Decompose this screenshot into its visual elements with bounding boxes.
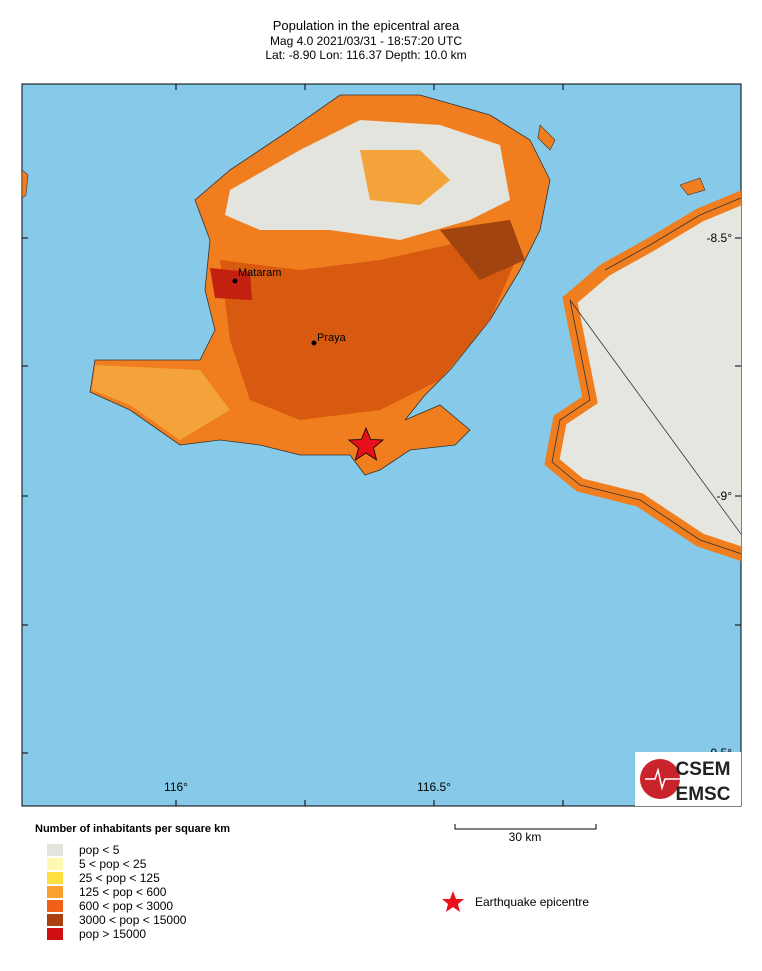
ticks xyxy=(22,84,741,806)
legend-entry: 3000 < pop < 15000 xyxy=(79,913,187,927)
legend-entry: 125 < pop < 600 xyxy=(79,885,167,899)
scale-bar: 30 km xyxy=(454,824,597,844)
legend-entry: 25 < pop < 125 xyxy=(79,871,160,885)
subtitle: Lat: -8.90 Lon: 116.37 Depth: 10.0 km xyxy=(265,48,466,62)
map: 116° 116.5° -8.5° -9° -9.5° Mataram Pray… xyxy=(21,83,742,807)
city-label: Mataram xyxy=(238,267,281,279)
legend-entry: 5 < pop < 25 xyxy=(79,857,147,871)
lon-label: 116° xyxy=(164,780,188,794)
legend: pop < 5 5 < pop < 25 25 < pop < 125 125 … xyxy=(47,843,589,941)
logo-text: EMSC xyxy=(676,784,731,805)
legend-entry: pop > 15000 xyxy=(79,927,146,941)
legend-title: Number of inhabitants per square km xyxy=(35,823,230,835)
lat-label: -9° xyxy=(717,489,733,503)
logo-text: CSEM xyxy=(676,759,731,780)
legend-entry: 600 < pop < 3000 xyxy=(79,899,173,913)
legend-entry: Earthquake epicentre xyxy=(475,895,589,909)
legend-entry: pop < 5 xyxy=(79,843,120,857)
city-label: Praya xyxy=(317,332,347,344)
scale-label: 30 km xyxy=(509,830,542,844)
epicentre-star xyxy=(347,426,385,461)
lat-label: -8.5° xyxy=(707,231,733,245)
subtitle: Mag 4.0 2021/03/31 - 18:57:20 UTC xyxy=(270,34,462,48)
title: Population in the epicentral area xyxy=(273,18,460,33)
logo: CSEM EMSC xyxy=(635,752,741,806)
lon-label: 116.5° xyxy=(417,780,451,794)
